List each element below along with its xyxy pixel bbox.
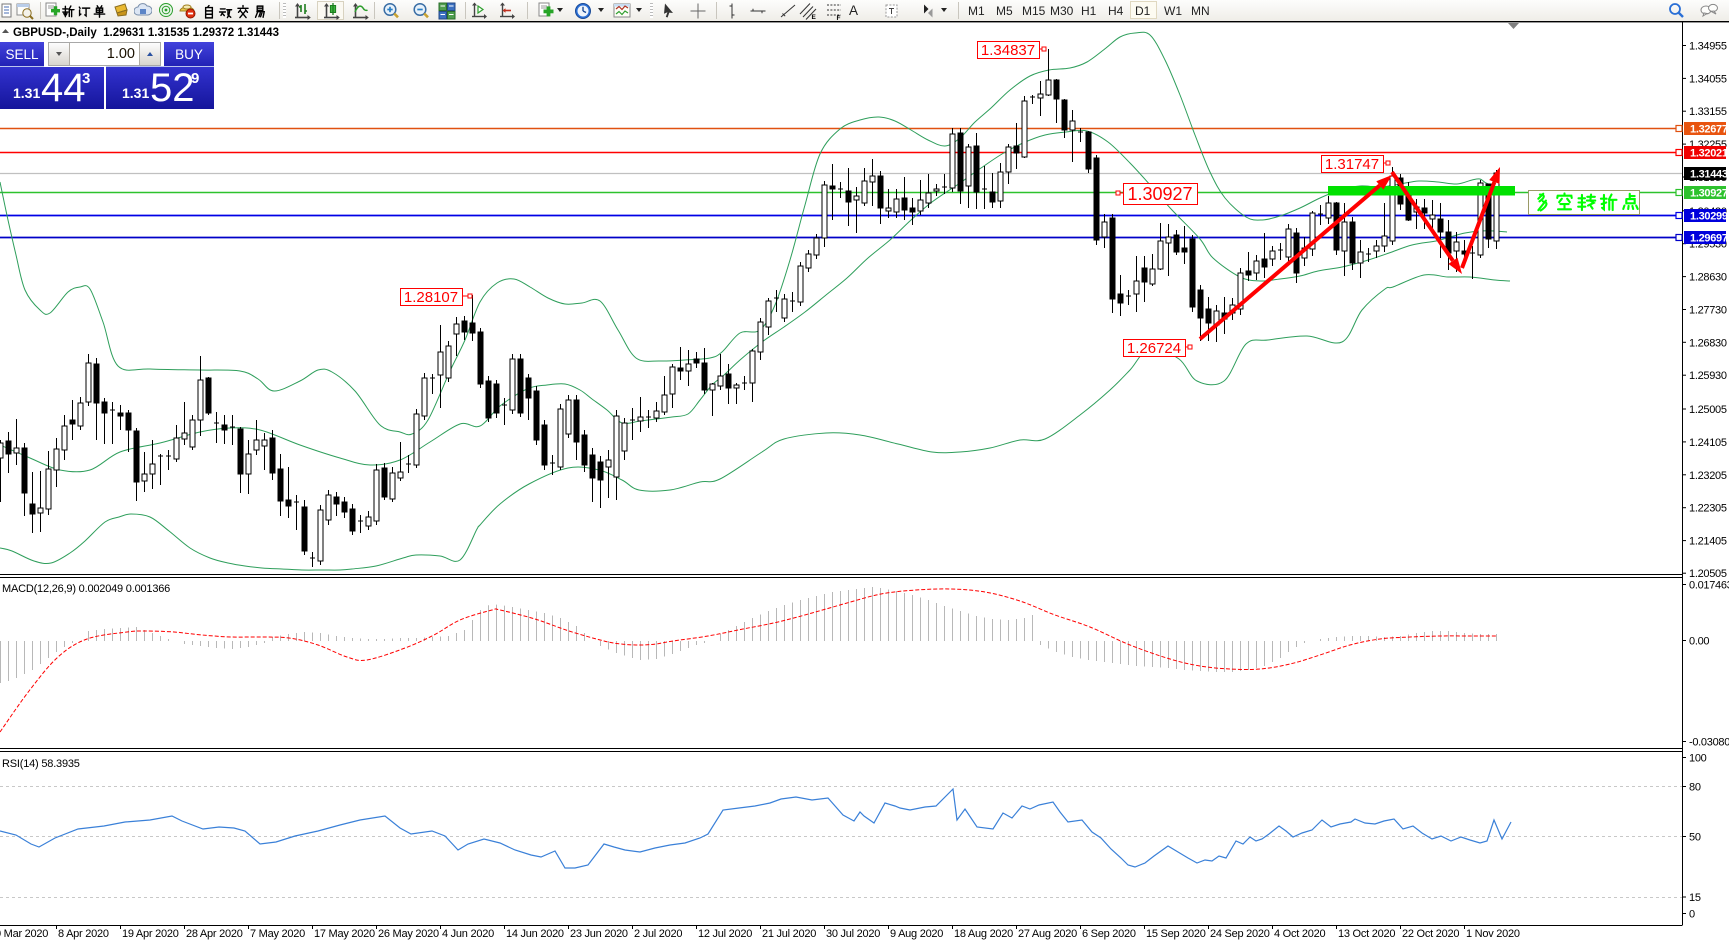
svg-text:1.34955: 1.34955: [1689, 41, 1727, 53]
svg-text:17 May 2020: 17 May 2020: [314, 928, 375, 940]
svg-text:19 Apr 2020: 19 Apr 2020: [122, 928, 179, 940]
svg-text:1.28107: 1.28107: [404, 289, 458, 306]
svg-text:0: 0: [1689, 909, 1695, 921]
svg-text:GBPUSD-,Daily 1.29631 1.31535: GBPUSD-,Daily 1.29631 1.31535 1.29372 1.…: [13, 27, 279, 39]
svg-text:E: E: [812, 14, 817, 20]
svg-text:15 Sep 2020: 15 Sep 2020: [1146, 928, 1206, 940]
svg-text:7 May 2020: 7 May 2020: [250, 928, 305, 940]
svg-text:1.20505: 1.20505: [1689, 568, 1727, 580]
svg-text:15: 15: [1689, 892, 1701, 904]
svg-text:80: 80: [1689, 782, 1701, 794]
svg-text:1.25930: 1.25930: [1689, 370, 1727, 382]
svg-text:1.31747: 1.31747: [1325, 156, 1379, 173]
svg-text:9 Aug 2020: 9 Aug 2020: [890, 928, 943, 940]
svg-text:1.30299: 1.30299: [1690, 211, 1728, 223]
svg-text:0 Mar 2020: 0 Mar 2020: [0, 928, 48, 940]
svg-text:-0.030803: -0.030803: [1689, 737, 1729, 749]
svg-text:0.00: 0.00: [1689, 636, 1709, 648]
svg-text:1.33155: 1.33155: [1689, 106, 1727, 118]
svg-text:1.28630: 1.28630: [1689, 272, 1727, 284]
svg-text:14 Jun 2020: 14 Jun 2020: [506, 928, 564, 940]
svg-text:22 Oct 2020: 22 Oct 2020: [1402, 928, 1459, 940]
svg-text:1.27730: 1.27730: [1689, 305, 1727, 317]
svg-text:26 May 2020: 26 May 2020: [378, 928, 439, 940]
svg-text:1.29697: 1.29697: [1690, 233, 1728, 245]
svg-text:MACD(12,26,9) 0.002049 0.00136: MACD(12,26,9) 0.002049 0.001366: [2, 583, 170, 595]
svg-text:50: 50: [1689, 832, 1701, 844]
svg-text:24 Sep 2020: 24 Sep 2020: [1210, 928, 1270, 940]
svg-text:F: F: [837, 15, 841, 20]
svg-text:RSI(14) 58.3935: RSI(14) 58.3935: [2, 758, 80, 770]
svg-text:1.32677: 1.32677: [1690, 124, 1728, 136]
svg-text:28 Apr 2020: 28 Apr 2020: [186, 928, 243, 940]
svg-text:1.21405: 1.21405: [1689, 536, 1727, 548]
svg-text:27 Aug 2020: 27 Aug 2020: [1018, 928, 1077, 940]
svg-text:1.34055: 1.34055: [1689, 73, 1727, 85]
svg-text:1.26724: 1.26724: [1127, 340, 1181, 357]
svg-text:18 Aug 2020: 18 Aug 2020: [954, 928, 1013, 940]
svg-text:1.30927: 1.30927: [1690, 188, 1728, 200]
svg-text:1.26830: 1.26830: [1689, 337, 1727, 349]
svg-text:0.017463: 0.017463: [1689, 580, 1729, 592]
svg-text:1 Nov 2020: 1 Nov 2020: [1466, 928, 1520, 940]
svg-text:13 Oct 2020: 13 Oct 2020: [1338, 928, 1395, 940]
svg-text:1.23205: 1.23205: [1689, 470, 1727, 482]
svg-text:23 Jun 2020: 23 Jun 2020: [570, 928, 628, 940]
svg-text:1.22305: 1.22305: [1689, 503, 1727, 515]
svg-text:100: 100: [1689, 753, 1707, 765]
svg-text:4 Jun 2020: 4 Jun 2020: [442, 928, 494, 940]
svg-text:21 Jul 2020: 21 Jul 2020: [762, 928, 816, 940]
svg-text:2 Jul 2020: 2 Jul 2020: [634, 928, 682, 940]
svg-text:1.24105: 1.24105: [1689, 437, 1727, 449]
svg-text:1.32021: 1.32021: [1690, 148, 1728, 160]
svg-text:8 Apr 2020: 8 Apr 2020: [58, 928, 109, 940]
svg-text:1.30927: 1.30927: [1127, 184, 1192, 204]
svg-text:1.31443: 1.31443: [1690, 169, 1728, 181]
svg-text:6 Sep 2020: 6 Sep 2020: [1082, 928, 1136, 940]
svg-text:4 Oct 2020: 4 Oct 2020: [1274, 928, 1325, 940]
svg-text:12 Jul 2020: 12 Jul 2020: [698, 928, 752, 940]
svg-text:1.25005: 1.25005: [1689, 404, 1727, 416]
svg-text:30 Jul 2020: 30 Jul 2020: [826, 928, 880, 940]
svg-text:1.34837: 1.34837: [981, 42, 1035, 59]
